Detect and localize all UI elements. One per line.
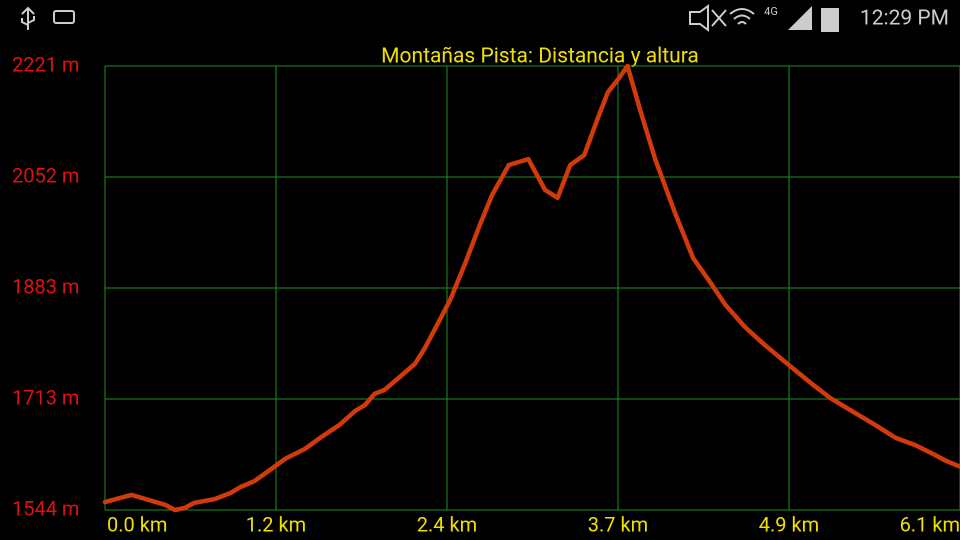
network-label: 4G — [764, 5, 778, 18]
y-tick-label: 1713 m — [12, 385, 79, 409]
y-tick-label: 2052 m — [12, 163, 79, 187]
x-tick-label: 0.0 km — [107, 512, 167, 536]
y-tick-label: 1883 m — [12, 274, 79, 298]
x-tick-label: 6.1 km — [900, 512, 960, 536]
chart-title: Montañas Pista: Distancia y altura — [381, 45, 699, 69]
clock: 12:29 PM — [860, 7, 949, 31]
x-tick-label: 4.9 km — [759, 512, 819, 536]
battery-icon — [821, 8, 839, 32]
x-tick-label: 1.2 km — [246, 512, 306, 536]
x-tick-label: 2.4 km — [417, 512, 477, 536]
y-tick-label: 1544 m — [12, 496, 79, 520]
x-tick-label: 3.7 km — [588, 512, 648, 536]
elevation-line — [102, 63, 960, 513]
usb-icon — [21, 6, 35, 30]
mute-icon — [689, 4, 727, 32]
status-icons — [21, 4, 755, 32]
signal-icon — [788, 6, 812, 30]
wifi-icon — [729, 8, 755, 25]
voicemail-icon — [53, 10, 75, 24]
y-tick-label: 2221 m — [12, 52, 79, 76]
